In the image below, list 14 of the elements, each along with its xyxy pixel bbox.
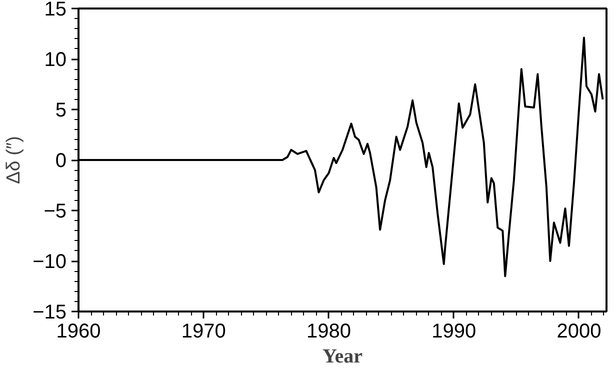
x-tick-label: 1970 xyxy=(181,320,226,342)
y-tick-label: −15 xyxy=(32,302,67,324)
y-tick-label: 10 xyxy=(44,49,67,71)
x-tick-label: 1960 xyxy=(56,320,101,342)
x-axis-title: Year xyxy=(322,346,363,368)
y-tick-label: 0 xyxy=(55,150,66,172)
y-tick-label: 15 xyxy=(44,0,67,20)
y-tick-label: −5 xyxy=(44,200,67,222)
x-tick-label: 1980 xyxy=(306,320,351,342)
y-tick-label: 5 xyxy=(55,100,66,122)
y-axis-title: Δδ (″) xyxy=(4,136,25,184)
y-tick-label: −10 xyxy=(32,251,67,273)
x-tick-label: 1990 xyxy=(432,320,476,342)
x-tick-label: 2000 xyxy=(556,320,602,342)
